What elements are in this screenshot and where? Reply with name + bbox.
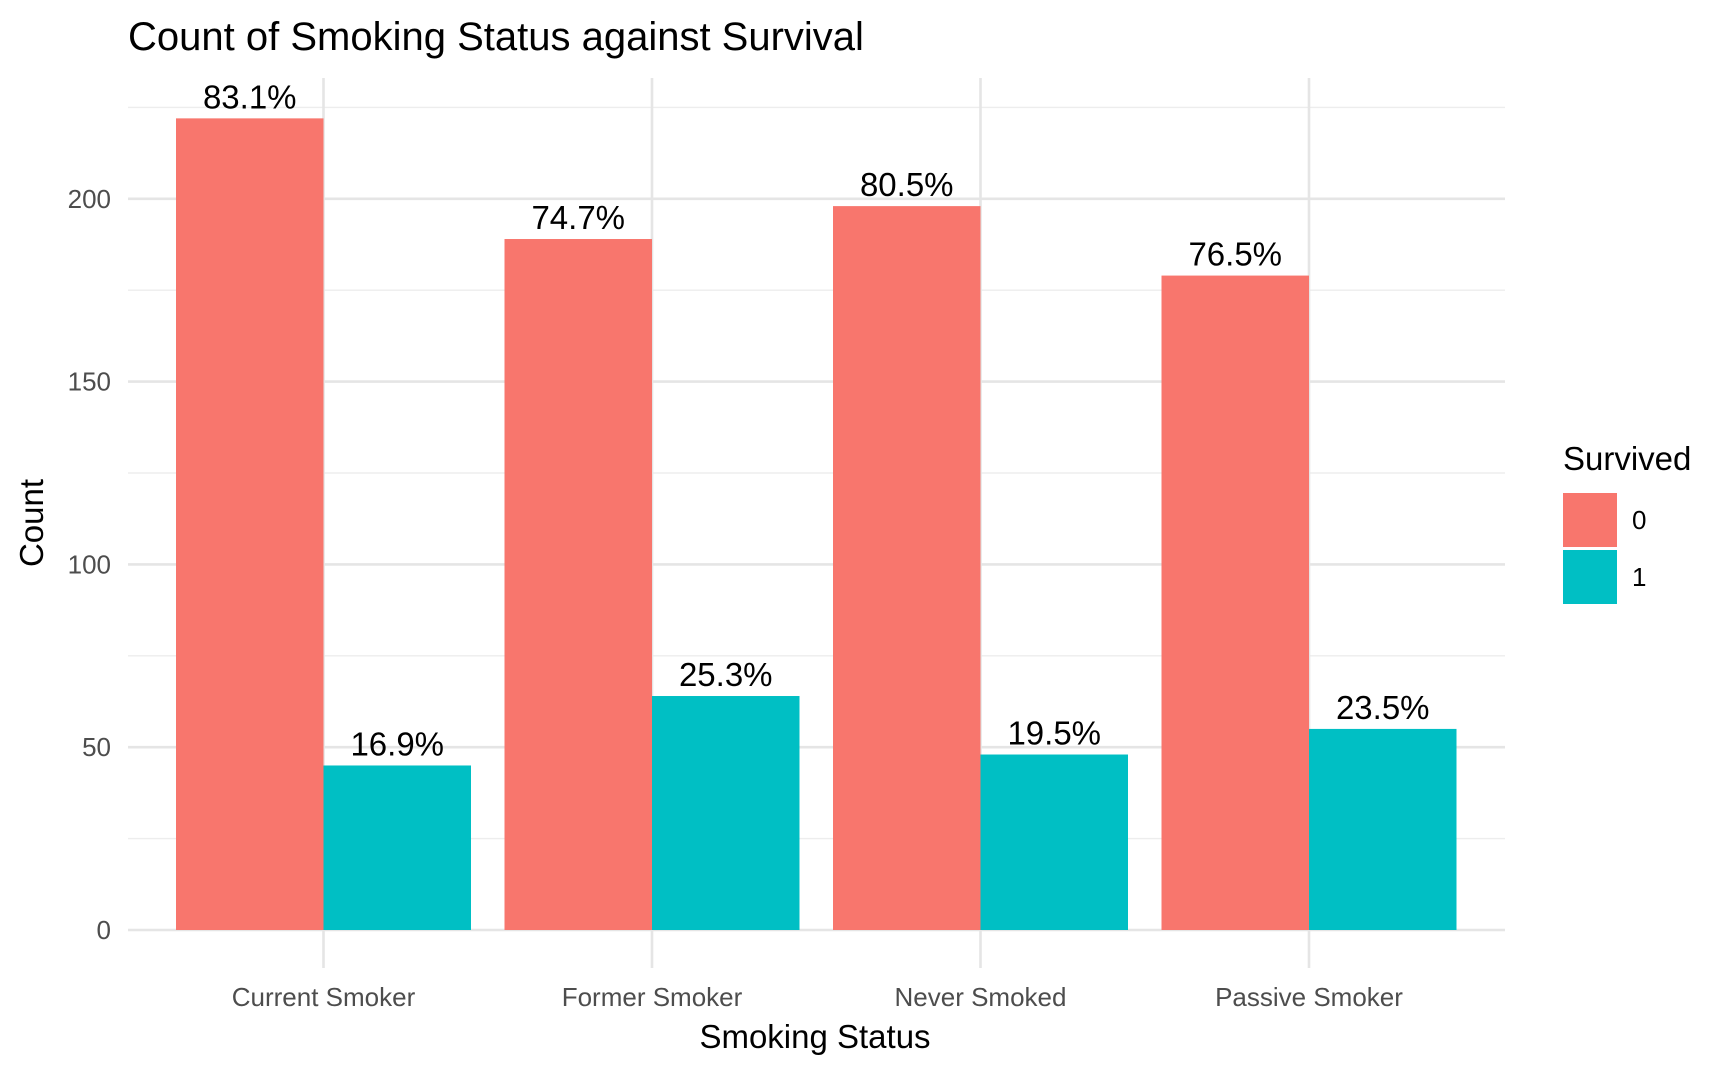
bar-survived-0 xyxy=(1161,275,1309,930)
legend-key xyxy=(1563,493,1617,547)
bar-data-label: 76.5% xyxy=(1188,236,1282,273)
y-tick-label: 200 xyxy=(68,184,111,214)
chart-title: Count of Smoking Status against Survival xyxy=(128,15,864,59)
bar-survived-0 xyxy=(833,206,981,930)
bar-data-label: 74.7% xyxy=(531,199,625,236)
bar-survived-1 xyxy=(1309,728,1457,930)
bar-survived-1 xyxy=(323,765,471,930)
y-axis-title: Count xyxy=(13,479,50,567)
x-tick-label: Passive Smoker xyxy=(1215,982,1403,1012)
bar-survived-0 xyxy=(504,239,652,931)
bar-data-label: 80.5% xyxy=(860,166,954,203)
data-labels: 83.1% 16.9% 74.7% 25.3% 80.5% 19.5% 76.5% 23.5% xyxy=(203,78,1430,762)
y-tick-label: 0 xyxy=(97,915,111,945)
bar-survived-1 xyxy=(980,754,1128,930)
legend-entries: 01 xyxy=(1563,493,1646,604)
legend: Survived 01 xyxy=(1563,440,1691,604)
y-tick-label: 100 xyxy=(68,549,111,579)
legend-label: 0 xyxy=(1632,505,1646,535)
bar-data-label: 25.3% xyxy=(679,656,773,693)
bar-data-label: 16.9% xyxy=(350,725,444,762)
bar-survived-0 xyxy=(176,118,324,931)
legend-title: Survived xyxy=(1563,440,1691,477)
bar-data-label: 83.1% xyxy=(203,78,297,115)
bar-survived-1 xyxy=(652,696,800,930)
legend-key xyxy=(1563,550,1617,604)
y-tick-label: 50 xyxy=(82,732,111,762)
x-tick-label: Never Smoked xyxy=(895,982,1067,1012)
y-axis-tick-labels: 0 50 100 150 200 xyxy=(68,184,111,945)
x-tick-label: Former Smoker xyxy=(562,982,743,1012)
bar-data-label: 19.5% xyxy=(1007,715,1101,752)
legend-label: 1 xyxy=(1632,562,1646,592)
x-tick-label: Current Smoker xyxy=(232,982,416,1012)
bars xyxy=(176,118,1457,931)
x-axis-title: Smoking Status xyxy=(699,1018,930,1055)
x-axis-tick-labels: Current Smoker Former Smoker Never Smoked P… xyxy=(232,982,1404,1012)
y-tick-label: 150 xyxy=(68,367,111,397)
bar-data-label: 23.5% xyxy=(1336,689,1430,726)
